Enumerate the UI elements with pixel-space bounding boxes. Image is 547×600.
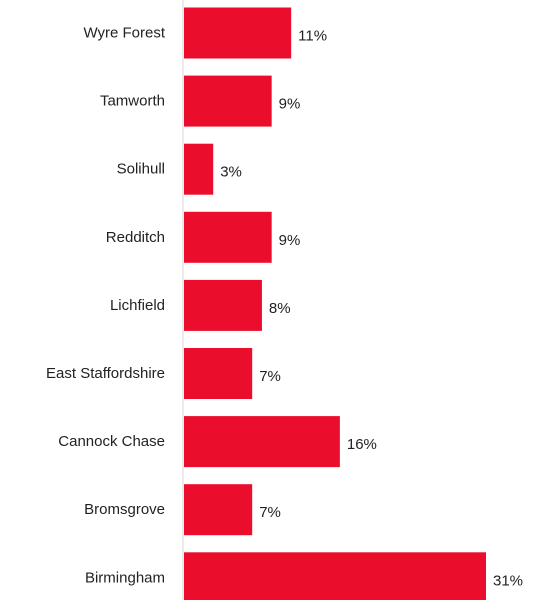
value-label: 16% (347, 436, 377, 453)
value-label: 3% (220, 164, 242, 181)
value-label: 7% (259, 368, 281, 385)
value-label: 9% (279, 96, 301, 113)
bar (184, 552, 486, 600)
bar (184, 348, 253, 399)
category-label: Cannock Chase (58, 433, 165, 450)
value-label: 8% (269, 300, 291, 317)
category-label: Redditch (106, 229, 165, 246)
category-label: Bromsgrove (84, 501, 165, 518)
category-label: Lichfield (110, 297, 165, 314)
bar (184, 279, 262, 331)
category-label: Wyre Forest (83, 25, 165, 42)
value-label: 11% (298, 28, 327, 45)
category-label: Tamworth (100, 93, 165, 110)
category-label: Birmingham (85, 569, 165, 586)
bar (184, 143, 214, 195)
value-label: 7% (259, 504, 281, 521)
value-label: 9% (279, 232, 301, 249)
bar (184, 484, 253, 536)
bar (184, 416, 340, 468)
bar (184, 7, 292, 59)
bar (184, 211, 272, 263)
value-label: 31% (493, 572, 523, 589)
category-label: Solihull (117, 161, 165, 178)
category-label: East Staffordshire (46, 365, 165, 382)
bar-group: Wyre Forest 11% Tamworth 9% Solihull 3% Reddit… (46, 7, 523, 600)
bar (184, 75, 272, 127)
